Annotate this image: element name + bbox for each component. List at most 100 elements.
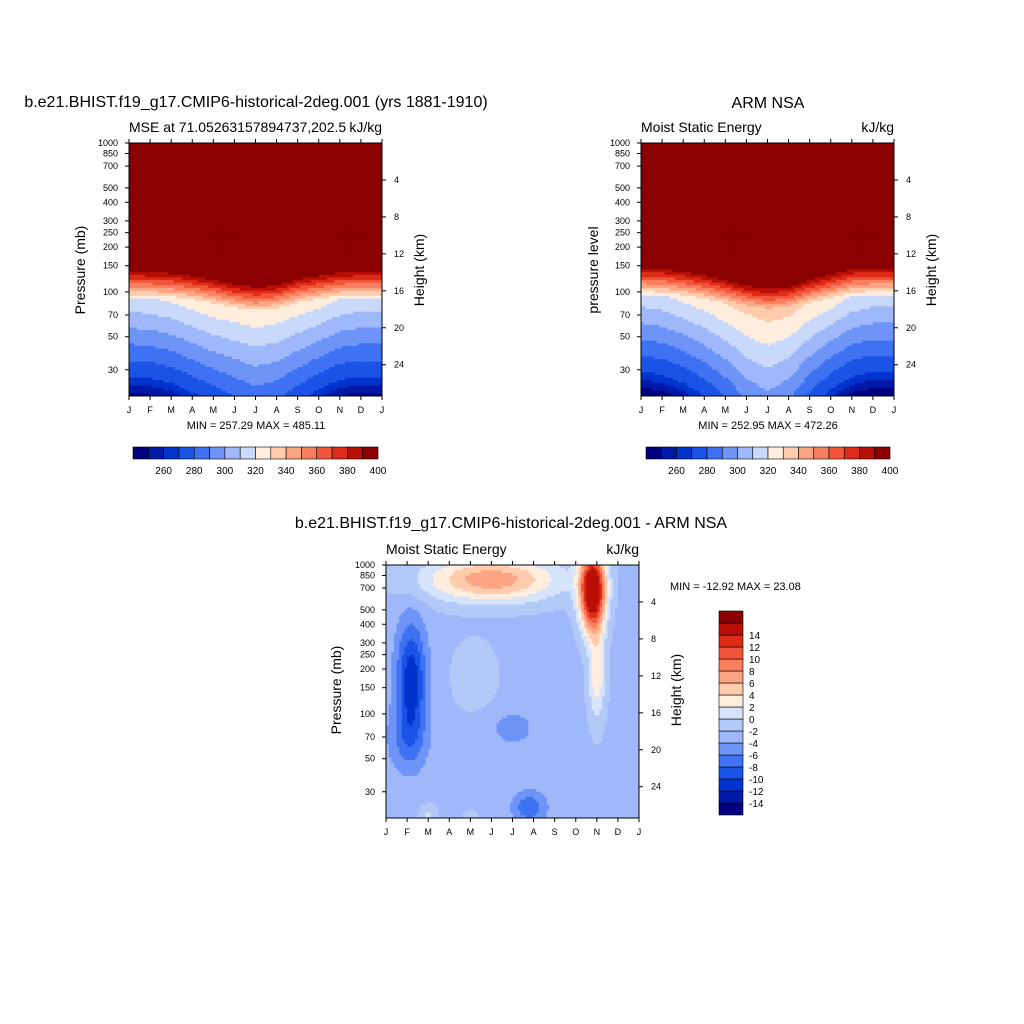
contour-cell [306,272,309,275]
contour-cell [250,156,253,159]
contour-cell [358,217,361,220]
contour-cell [377,267,380,270]
contour-cell [263,219,266,222]
contour-cell [356,190,359,193]
contour-cell [240,233,243,236]
contour-cell [195,217,198,220]
contour-cell [261,219,264,222]
contour-cell [364,233,367,236]
contour-cell [327,156,330,159]
contour-cell [205,272,208,275]
contour-cell [145,167,148,170]
contour-cell [353,241,356,244]
contour-cell [132,164,135,167]
contour-cell [150,146,153,149]
contour-cell [324,198,327,201]
contour-cell [234,164,237,167]
contour-cell [232,243,235,246]
contour-cell [163,198,166,201]
contour-cell [211,180,214,183]
contour-cell [158,262,161,265]
contour-cell [350,180,353,183]
contour-cell [321,148,324,151]
contour-cell [198,167,201,170]
contour-cell [147,154,150,157]
contour-cell [295,185,298,188]
contour-cell [292,204,295,207]
contour-cell [261,188,264,191]
contour-cell [153,193,156,196]
contour-cell [371,214,374,217]
contour-cell [240,222,243,225]
contour-cell [303,190,306,193]
contour-cell [171,238,174,241]
contour-cell [303,196,306,199]
contour-cell [261,212,264,215]
contour-cell [253,180,256,183]
contour-cell [308,196,311,199]
contour-cell [176,267,179,270]
contour-cell [277,198,280,201]
contour-cell [271,259,274,262]
contour-cell [192,169,195,172]
contour-cell [216,196,219,199]
contour-cell [190,267,193,270]
contour-cell [234,219,237,222]
contour-cell [316,277,319,280]
contour-cell [313,259,316,262]
contour-cell [145,272,148,275]
contour-cell [134,277,137,280]
contour-cell [277,241,280,244]
contour-cell [311,277,314,280]
contour-cell [179,164,182,167]
contour-cell [279,175,282,178]
contour-cell [150,156,153,159]
contour-cell [184,267,187,270]
contour-cell [253,217,256,220]
contour-cell [198,272,201,275]
contour-cell [298,277,301,280]
contour-cell [248,167,251,170]
contour-cell [192,259,195,262]
contour-cell [198,248,201,251]
contour-cell [248,251,251,254]
contour-cell [313,154,316,157]
contour-cell [195,248,198,251]
contour-cell [229,156,232,159]
contour-cell [211,275,214,278]
contour-cell [356,272,359,275]
contour-cell [358,183,361,186]
contour-cell [237,212,240,215]
contour-cell [374,235,377,238]
contour-cell [342,277,345,280]
contour-cell [324,169,327,172]
contour-cell [163,225,166,228]
contour-cell [169,196,172,199]
contour-cell [161,172,164,175]
contour-cell [208,222,211,225]
contour-cell [311,161,314,164]
contour-cell [319,233,322,236]
contour-cell [147,243,150,246]
contour-cell [371,193,374,196]
contour-cell [335,222,338,225]
contour-cell [366,164,369,167]
contour-cell [311,219,314,222]
contour-cell [342,238,345,241]
contour-cell [161,277,164,280]
contour-cell [232,264,235,267]
contour-cell [256,167,259,170]
contour-cell [205,206,208,209]
contour-cell [313,235,316,238]
contour-cell [263,270,266,273]
contour-cell [292,262,295,265]
contour-cell [358,193,361,196]
contour-cell [306,198,309,201]
contour-cell [353,167,356,170]
contour-cell [200,235,203,238]
contour-cell [150,185,153,188]
contour-cell [234,148,237,151]
contour-cell [324,246,327,249]
contour-cell [263,188,266,191]
contour-cell [216,259,219,262]
